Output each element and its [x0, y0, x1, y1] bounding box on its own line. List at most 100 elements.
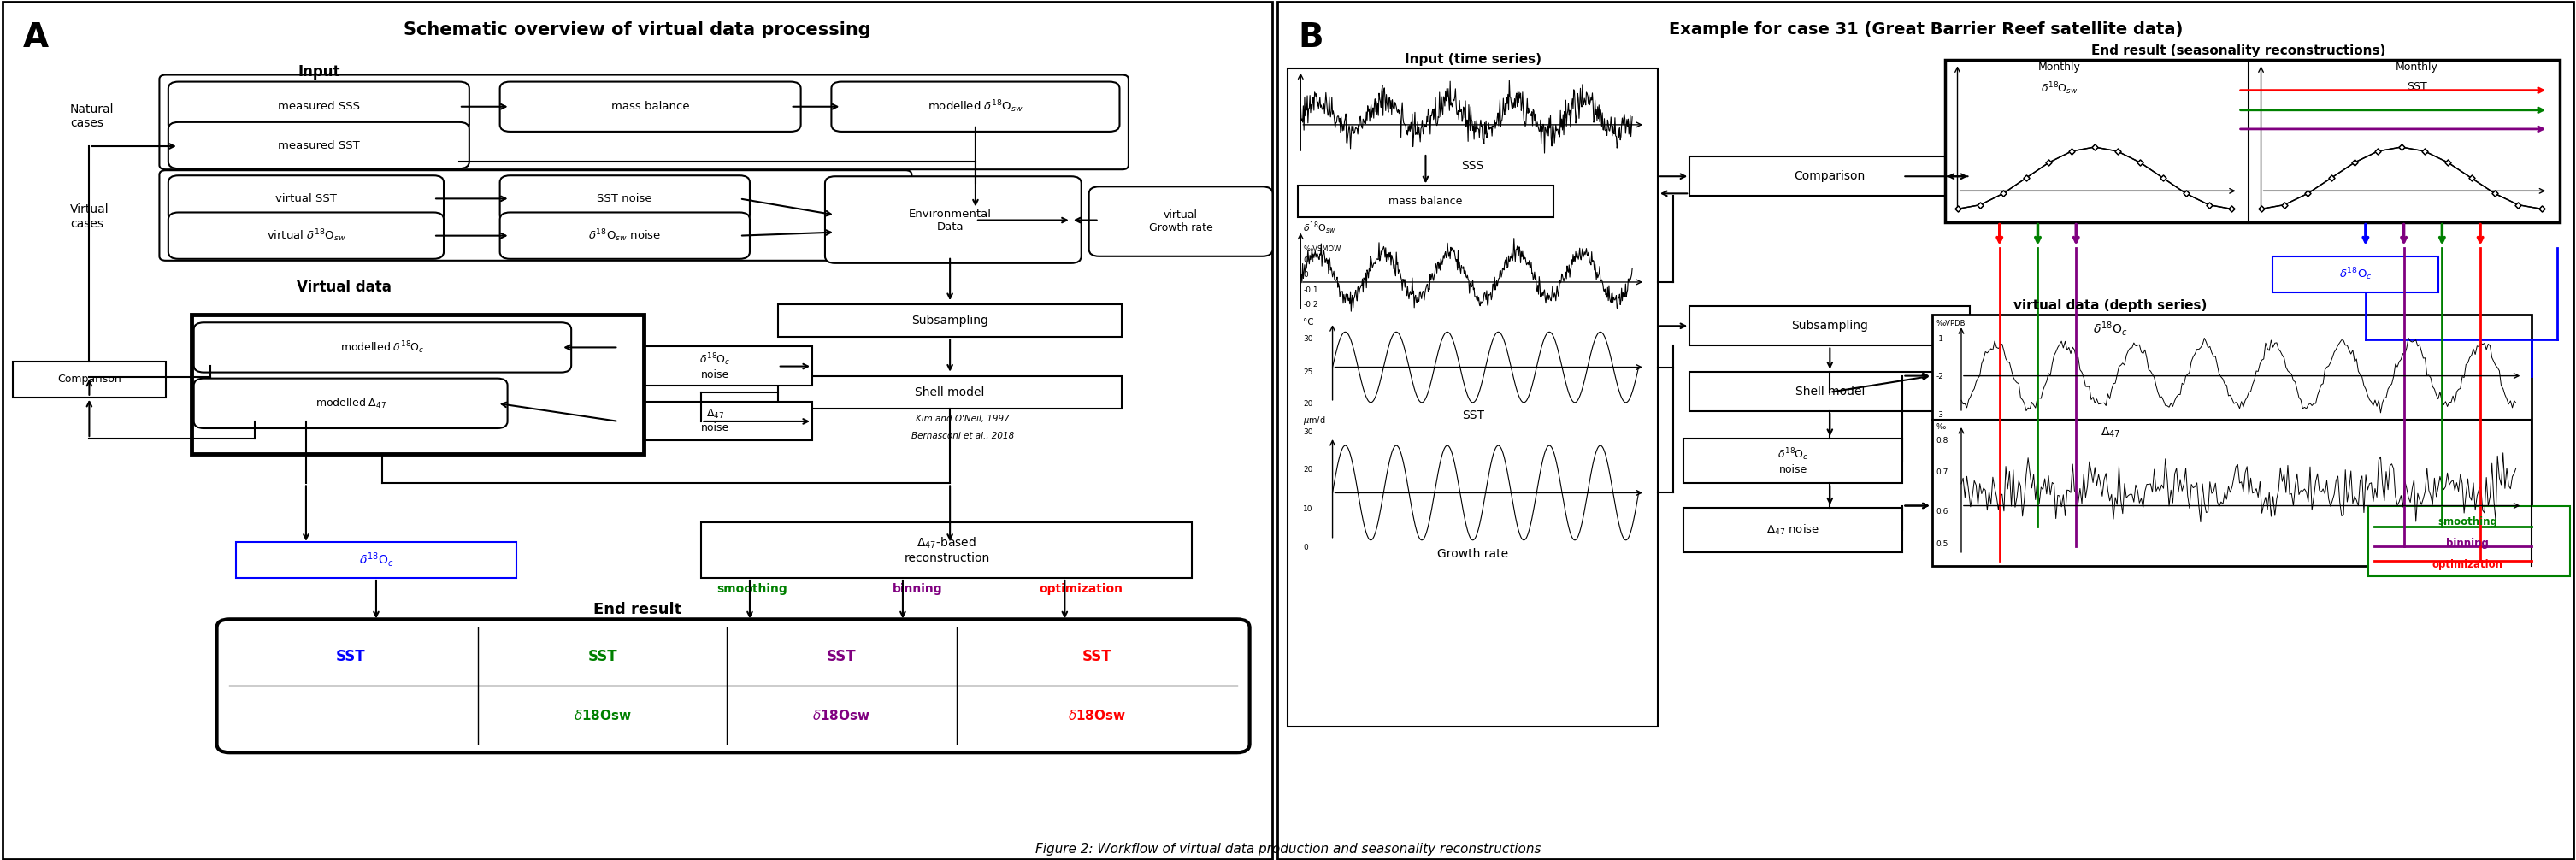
Text: Virtual
cases: Virtual cases — [70, 204, 108, 230]
Text: Shell model: Shell model — [914, 386, 984, 398]
Text: SST: SST — [587, 648, 618, 664]
Text: SST: SST — [827, 648, 855, 664]
Text: Subsampling: Subsampling — [912, 315, 989, 327]
FancyBboxPatch shape — [1278, 2, 2573, 859]
FancyBboxPatch shape — [237, 542, 515, 578]
Text: 0.5: 0.5 — [1935, 540, 1947, 548]
Text: Kim and O'Neil, 1997: Kim and O'Neil, 1997 — [917, 415, 1010, 423]
Text: Schematic overview of virtual data processing: Schematic overview of virtual data proce… — [404, 22, 871, 39]
Text: SST: SST — [2406, 81, 2427, 92]
Text: $\Delta_{47}$ noise: $\Delta_{47}$ noise — [1767, 523, 1819, 537]
Text: virtual data (depth series): virtual data (depth series) — [2014, 299, 2208, 312]
Text: virtual
Growth rate: virtual Growth rate — [1149, 210, 1213, 233]
FancyBboxPatch shape — [1288, 69, 1659, 727]
Text: -0.1: -0.1 — [1303, 286, 1319, 294]
Text: 30: 30 — [1303, 335, 1314, 343]
Text: °C: °C — [1303, 318, 1314, 327]
Text: 10: 10 — [1303, 505, 1314, 513]
Text: $\delta^{18}$O$_c$: $\delta^{18}$O$_c$ — [2094, 320, 2128, 338]
FancyBboxPatch shape — [1682, 439, 1904, 483]
Text: $\Delta_{47}$-based
reconstruction: $\Delta_{47}$-based reconstruction — [904, 536, 989, 564]
Text: Subsampling: Subsampling — [1790, 320, 1868, 332]
FancyBboxPatch shape — [167, 175, 443, 222]
Text: Input (time series): Input (time series) — [1404, 53, 1540, 66]
FancyBboxPatch shape — [193, 378, 507, 428]
Text: $\delta$18Osw: $\delta$18Osw — [811, 709, 871, 722]
Text: End result (seasonality reconstructions): End result (seasonality reconstructions) — [2092, 45, 2385, 58]
Text: Shell model: Shell model — [1795, 385, 1865, 397]
FancyBboxPatch shape — [1690, 157, 1971, 196]
FancyBboxPatch shape — [193, 322, 572, 372]
FancyBboxPatch shape — [1945, 60, 2561, 222]
FancyBboxPatch shape — [778, 304, 1123, 337]
FancyBboxPatch shape — [160, 170, 912, 261]
FancyBboxPatch shape — [3, 2, 1273, 859]
Text: 0.1: 0.1 — [1303, 256, 1316, 264]
Text: Bernasconi et al., 2018: Bernasconi et al., 2018 — [912, 432, 1015, 440]
Text: Growth rate: Growth rate — [1437, 548, 1510, 560]
Text: ‰: ‰ — [1935, 423, 1945, 431]
Text: binning: binning — [2447, 538, 2488, 549]
Text: Natural
cases: Natural cases — [70, 103, 113, 129]
FancyBboxPatch shape — [1090, 187, 1273, 256]
Text: virtual $\delta^{18}$O$_{sw}$: virtual $\delta^{18}$O$_{sw}$ — [265, 228, 345, 243]
Text: $\delta^{18}$O$_{sw}$: $\delta^{18}$O$_{sw}$ — [2040, 81, 2079, 97]
Text: 0: 0 — [1303, 271, 1309, 279]
Text: -2: -2 — [1935, 372, 1942, 380]
FancyBboxPatch shape — [500, 82, 801, 132]
Text: SSS: SSS — [1461, 160, 1484, 172]
Text: 0.7: 0.7 — [1935, 469, 1947, 476]
FancyBboxPatch shape — [618, 347, 811, 385]
Text: 0.8: 0.8 — [1935, 437, 1947, 445]
FancyBboxPatch shape — [500, 212, 750, 259]
Text: Comparison: Comparison — [57, 374, 121, 384]
Text: Input: Input — [299, 64, 340, 80]
Text: $\delta^{18}$O$_{sw}$: $\delta^{18}$O$_{sw}$ — [1303, 220, 1337, 236]
Text: SST: SST — [1082, 648, 1110, 664]
FancyBboxPatch shape — [167, 122, 469, 169]
Text: -3: -3 — [1935, 411, 1942, 419]
Text: modelled $\Delta_{47}$: modelled $\Delta_{47}$ — [314, 396, 386, 410]
FancyBboxPatch shape — [1690, 306, 1971, 346]
FancyBboxPatch shape — [832, 82, 1121, 132]
FancyBboxPatch shape — [160, 75, 1128, 169]
Text: smoothing: smoothing — [2437, 516, 2499, 527]
Text: $\Delta_{47}$: $\Delta_{47}$ — [2099, 426, 2120, 439]
Text: $\delta^{18}$O$_c$
noise: $\delta^{18}$O$_c$ noise — [701, 352, 732, 380]
FancyBboxPatch shape — [500, 175, 750, 222]
Text: optimization: optimization — [2432, 559, 2504, 570]
FancyBboxPatch shape — [1690, 372, 1971, 411]
FancyBboxPatch shape — [701, 522, 1193, 578]
Text: SST noise: SST noise — [598, 194, 652, 204]
FancyBboxPatch shape — [618, 402, 811, 440]
Text: $\Delta_{47}$
noise: $\Delta_{47}$ noise — [701, 408, 729, 433]
FancyBboxPatch shape — [191, 315, 644, 454]
Text: measured SST: measured SST — [278, 140, 361, 150]
Text: 0.6: 0.6 — [1935, 507, 1947, 515]
Text: $\delta^{18}$O$_c$: $\delta^{18}$O$_c$ — [2339, 267, 2372, 282]
FancyBboxPatch shape — [1932, 315, 2532, 566]
FancyBboxPatch shape — [778, 376, 1123, 409]
Text: 25: 25 — [1303, 368, 1314, 376]
Text: -1: -1 — [1935, 335, 1942, 343]
FancyBboxPatch shape — [216, 619, 1249, 752]
Text: $\delta^{18}$O$_c$
noise: $\delta^{18}$O$_c$ noise — [1777, 446, 1808, 476]
Text: $\delta^{18}$O$_{sw}$ noise: $\delta^{18}$O$_{sw}$ noise — [587, 228, 662, 243]
FancyBboxPatch shape — [1298, 186, 1553, 217]
FancyBboxPatch shape — [167, 212, 443, 259]
Text: $\mu$m/d: $\mu$m/d — [1303, 415, 1327, 427]
Text: modelled $\delta^{18}$O$_{sw}$: modelled $\delta^{18}$O$_{sw}$ — [927, 99, 1023, 114]
FancyBboxPatch shape — [824, 176, 1082, 263]
Text: A: A — [23, 22, 49, 54]
Text: virtual SST: virtual SST — [276, 194, 337, 204]
Text: ‰VPDB: ‰VPDB — [1935, 320, 1965, 328]
Text: 20: 20 — [1303, 400, 1314, 408]
Text: Monthly: Monthly — [2396, 62, 2437, 73]
Text: ‰VSMOW: ‰VSMOW — [1303, 245, 1342, 253]
Text: -0.2: -0.2 — [1303, 301, 1319, 309]
Text: Monthly: Monthly — [2038, 62, 2081, 73]
Text: binning: binning — [894, 583, 943, 595]
Text: mass balance: mass balance — [1388, 196, 1463, 206]
Text: End result: End result — [592, 602, 683, 617]
Text: optimization: optimization — [1038, 583, 1123, 595]
